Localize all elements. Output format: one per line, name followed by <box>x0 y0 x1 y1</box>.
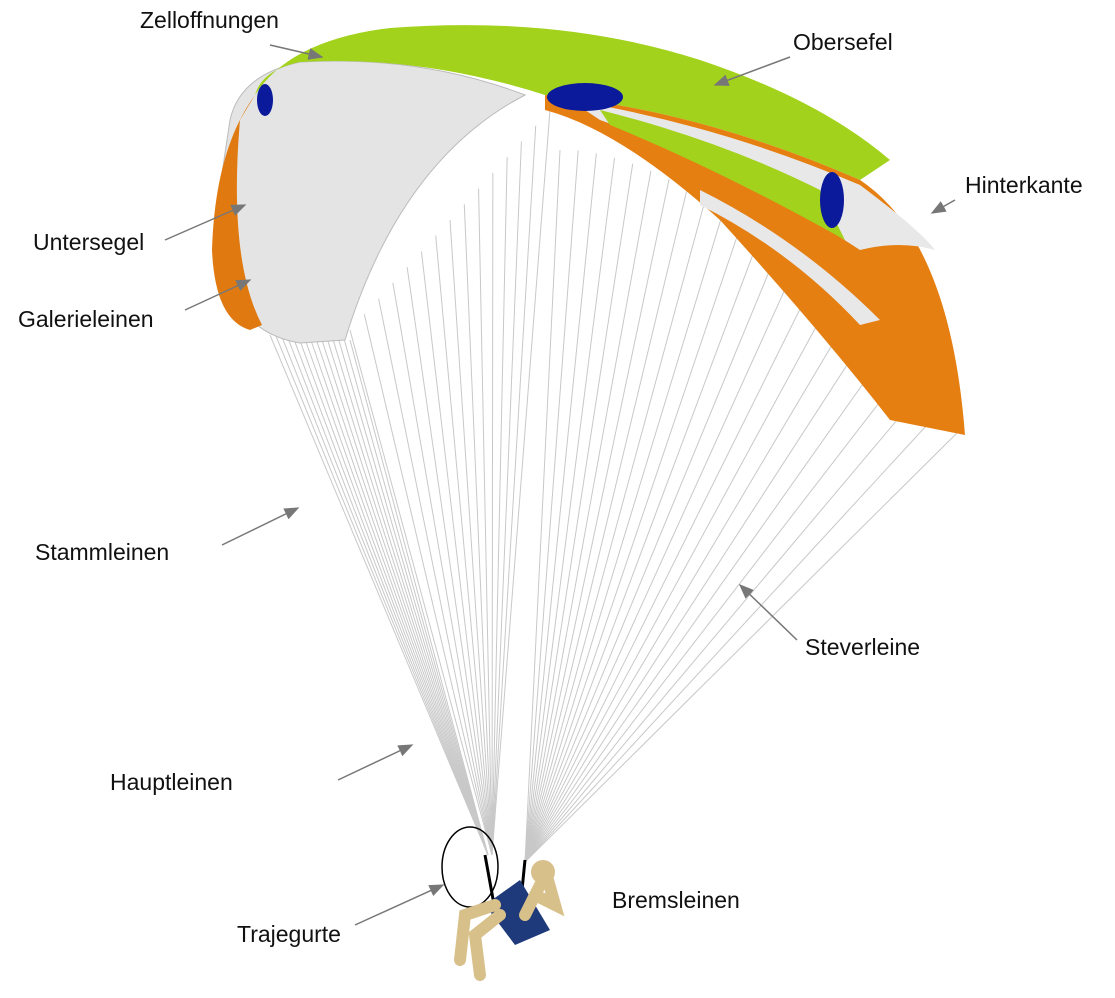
line <box>276 335 488 855</box>
line <box>492 173 493 855</box>
arrow <box>355 885 443 925</box>
line <box>525 250 778 862</box>
line <box>525 210 724 862</box>
line <box>304 337 488 855</box>
line <box>436 236 492 855</box>
label: Trajegurte <box>237 921 341 947</box>
line <box>525 188 687 862</box>
line <box>327 339 488 855</box>
arrow <box>932 200 955 213</box>
line <box>525 171 651 862</box>
line <box>492 126 536 855</box>
label: Galerieleinen <box>18 306 154 332</box>
label: Hinterkante <box>965 172 1083 198</box>
label: Stammleinen <box>35 539 169 565</box>
label: Steverleine <box>805 634 920 660</box>
label: Obersefel <box>793 29 893 55</box>
line <box>525 280 815 862</box>
label: Hauptleinen <box>110 769 233 795</box>
line <box>525 199 705 862</box>
line <box>492 110 550 855</box>
line <box>525 164 633 862</box>
line <box>299 337 488 855</box>
line <box>333 339 488 855</box>
line <box>525 150 560 862</box>
line <box>293 336 488 855</box>
line <box>525 331 869 862</box>
line <box>525 296 833 862</box>
line <box>525 388 924 862</box>
line <box>339 339 488 855</box>
arrow <box>740 585 797 640</box>
line <box>350 340 488 855</box>
label: Zelloffnungen <box>140 7 279 33</box>
line <box>492 157 507 855</box>
arrow <box>338 745 412 780</box>
arrow <box>222 508 298 545</box>
line <box>525 236 760 862</box>
label: Bremsleinen <box>612 887 740 913</box>
diagram: Zelloffnungen Obersefel Hinterkante Unte… <box>0 0 1115 998</box>
line <box>350 330 492 855</box>
line <box>270 335 488 855</box>
line <box>492 141 521 855</box>
line <box>281 336 488 855</box>
label: Untersegel <box>33 229 144 255</box>
